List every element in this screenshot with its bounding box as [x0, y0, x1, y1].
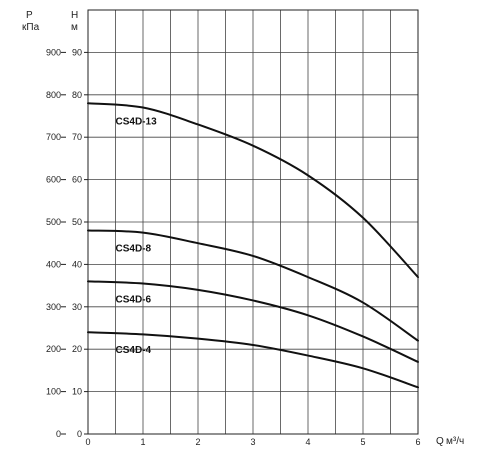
y-pressure-tick-label: 100 — [46, 387, 61, 397]
y-pressure-tick-label: 300 — [46, 302, 61, 312]
grid — [88, 10, 418, 434]
series-label-cs4d-13: CS4D-13 — [116, 116, 158, 127]
y-pressure-tick-label: 400 — [46, 259, 61, 269]
y-head-tick-label: 70 — [72, 132, 82, 142]
series-curve-cs4d-4 — [87, 331, 419, 389]
y-head-tick-label: 40 — [72, 259, 82, 269]
y-head-tick-label: 80 — [72, 90, 82, 100]
y-head-tick-label: 60 — [72, 175, 82, 185]
y-right-axis-label: H — [71, 10, 78, 21]
x-tick-label: 1 — [140, 437, 145, 447]
y-pressure-tick-label: 800 — [46, 90, 61, 100]
y-pressure-tick-label: 200 — [46, 344, 61, 354]
x-tick-label: 4 — [305, 437, 310, 447]
series-label-cs4d-8: CS4D-8 — [116, 243, 152, 254]
series-curve-cs4d-13 — [87, 102, 419, 279]
x-tick-label: 6 — [415, 437, 420, 447]
y-head-tick-label: 20 — [72, 344, 82, 354]
x-tick-label: 2 — [195, 437, 200, 447]
x-tick-label: 3 — [250, 437, 255, 447]
axis-ticks: 0 1 2 3 4 5 6010203040506070809001002003004005… — [46, 47, 421, 447]
y-head-tick-label: 0 — [77, 429, 82, 439]
y-head-tick-label: 30 — [72, 302, 82, 312]
y-pressure-tick-label: 600 — [46, 175, 61, 185]
y-pressure-tick-label: 700 — [46, 132, 61, 142]
series-curve-cs4d-8 — [87, 229, 419, 342]
y-left-axis-label: P — [26, 10, 33, 21]
x-tick-label: 5 — [360, 437, 365, 447]
x-tick-label: 0 — [85, 437, 90, 447]
y-head-tick-label: 90 — [72, 47, 82, 57]
series-curve-cs4d-6 — [87, 280, 419, 363]
y-pressure-tick-label: 500 — [46, 217, 61, 227]
series-label-cs4d-6: CS4D-6 — [116, 294, 152, 305]
series-labels: CS4D-13 CS4D-8 CS4D-6 CS4D-4 — [116, 116, 158, 356]
x-axis-label: Q — [436, 436, 444, 447]
y-head-tick-label: 50 — [72, 217, 82, 227]
x-axis-unit: м³/ч — [446, 436, 464, 447]
series-label-cs4d-4: CS4D-4 — [116, 345, 152, 356]
y-head-tick-label: 10 — [72, 387, 82, 397]
series-curves — [87, 102, 419, 389]
y-left-axis-unit: кПа — [22, 22, 40, 33]
y-pressure-tick-label: 900 — [46, 47, 61, 57]
y-pressure-tick-label: 0 — [56, 429, 61, 439]
y-right-axis-unit: м — [71, 22, 78, 33]
